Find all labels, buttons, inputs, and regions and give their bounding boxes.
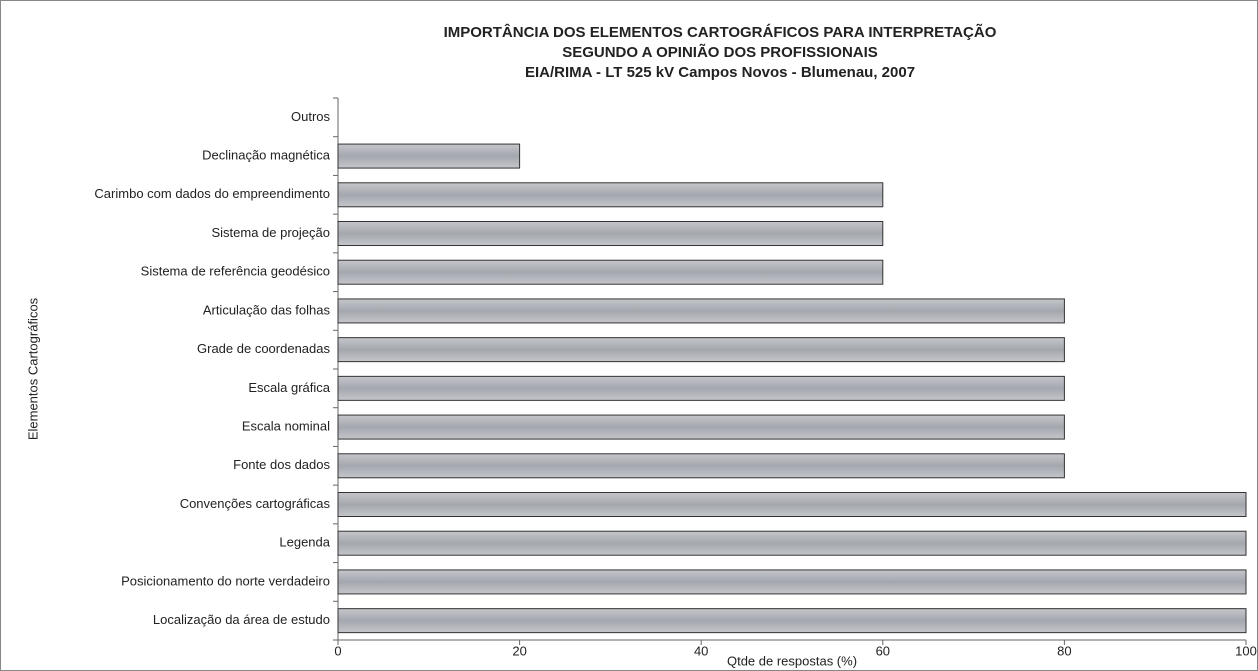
chart-title: EIA/RIMA - LT 525 kV Campos Novos - Blum… — [525, 64, 915, 81]
bar — [337, 453, 1065, 479]
bar — [337, 182, 884, 208]
bar — [337, 143, 521, 169]
x-tick-label: 20 — [512, 643, 526, 658]
bar — [337, 569, 1247, 595]
bar — [337, 375, 1065, 401]
bar — [337, 530, 1247, 556]
x-tick-label: 80 — [1057, 643, 1071, 658]
y-tick-label: Convenções cartográficas — [180, 496, 331, 511]
y-tick-label: Sistema de referência geodésico — [141, 264, 330, 279]
y-tick-label: Declinação magnética — [202, 148, 331, 163]
x-tick-label: 40 — [694, 643, 708, 658]
bar — [337, 298, 1065, 324]
y-tick-label: Legenda — [279, 535, 330, 550]
x-tick-label: 60 — [876, 643, 890, 658]
chart-title: SEGUNDO A OPINIÃO DOS PROFISSIONAIS — [562, 43, 878, 61]
y-tick-label: Posicionamento do norte verdadeiro — [121, 573, 330, 588]
chart-title: IMPORTÂNCIA DOS ELEMENTOS CARTOGRÁFICOS … — [444, 23, 997, 41]
x-tick-label: 0 — [334, 643, 341, 658]
x-axis-label: Qtde de respostas (%) — [727, 653, 857, 668]
y-tick-label: Articulação das folhas — [203, 302, 331, 317]
y-axis-label: Elementos Cartográficos — [25, 297, 40, 440]
y-tick-label: Outros — [291, 109, 331, 124]
y-tick-label: Escala nominal — [242, 419, 330, 434]
y-tick-label: Carimbo com dados do empreendimento — [94, 186, 330, 201]
y-tick-label: Fonte dos dados — [233, 457, 330, 472]
bar — [337, 259, 884, 285]
x-tick-label: 100 — [1235, 643, 1257, 658]
bar — [337, 608, 1247, 634]
y-tick-label: Grade de coordenadas — [197, 341, 330, 356]
bar — [337, 492, 1247, 517]
bar — [337, 337, 1065, 363]
bar — [337, 221, 884, 246]
y-tick-label: Escala gráfica — [248, 380, 330, 395]
bar — [337, 414, 1065, 440]
y-tick-label: Localização da área de estudo — [153, 612, 330, 627]
y-tick-label: Sistema de projeção — [211, 225, 330, 240]
